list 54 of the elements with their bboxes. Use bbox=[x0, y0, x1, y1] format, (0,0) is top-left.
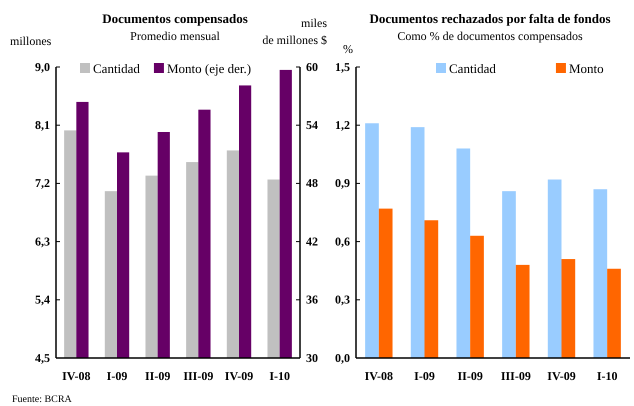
x-tick-label: I-09 bbox=[414, 369, 435, 384]
source-note: Fuente: BCRA bbox=[12, 394, 73, 405]
legend-label: Cantidad bbox=[93, 61, 140, 76]
bar bbox=[593, 189, 608, 358]
x-tick-label: I-09 bbox=[106, 369, 128, 384]
x-tick-label: II-09 bbox=[457, 369, 483, 384]
bar bbox=[548, 180, 562, 358]
bar bbox=[470, 236, 484, 358]
bar bbox=[516, 264, 530, 358]
bar bbox=[378, 208, 393, 358]
legend-label: Cantidad bbox=[449, 61, 496, 76]
y-axis-title: millones bbox=[10, 34, 52, 48]
y-tick-label: 1,5 bbox=[335, 60, 350, 74]
y-tick-label: 0,9 bbox=[335, 176, 350, 190]
y-axis-title: % bbox=[343, 42, 353, 56]
y-tick-label: 9,0 bbox=[35, 60, 50, 74]
chart-title: Documentos rechazados por falta de fondos bbox=[369, 11, 611, 26]
x-tick-label: II-09 bbox=[144, 369, 170, 384]
x-tick-label: I-10 bbox=[596, 369, 618, 384]
legend-label: Monto (eje der.) bbox=[166, 61, 252, 76]
y-tick-label: 0,6 bbox=[335, 234, 350, 248]
x-tick-label: IV-09 bbox=[224, 369, 254, 384]
bar bbox=[365, 123, 379, 358]
y2-tick-label: 48 bbox=[306, 176, 318, 190]
chart-subtitle: Promedio mensual bbox=[130, 29, 220, 43]
bar bbox=[456, 148, 470, 358]
y-tick-label: 1,2 bbox=[335, 118, 350, 132]
chart-title: Documentos compensados bbox=[102, 11, 248, 26]
y2-tick-label: 42 bbox=[306, 234, 318, 248]
y-tick-label: 4,5 bbox=[35, 350, 50, 365]
y2-tick-label: 60 bbox=[306, 60, 318, 74]
y2-tick-label: 36 bbox=[306, 292, 318, 307]
y-tick-label: 6,3 bbox=[35, 234, 50, 248]
bar bbox=[562, 259, 576, 358]
y2-tick-label: 54 bbox=[306, 118, 318, 132]
bar bbox=[607, 268, 621, 358]
x-tick-label: IV-08 bbox=[62, 369, 91, 384]
y2-tick-label: 30 bbox=[306, 350, 318, 365]
x-tick-label: IV-09 bbox=[547, 369, 576, 384]
bar bbox=[410, 127, 424, 358]
y-tick-label: 0,3 bbox=[335, 292, 350, 307]
y-tick-label: 8,1 bbox=[35, 118, 50, 132]
x-tick-label: I-10 bbox=[269, 369, 290, 384]
bar bbox=[424, 220, 438, 358]
x-tick-label: III-09 bbox=[500, 369, 531, 384]
legend-label: Monto bbox=[568, 61, 604, 76]
y-tick-label: 0,0 bbox=[335, 350, 350, 365]
chart-subtitle: Como % de documentos compensados bbox=[397, 29, 583, 43]
x-tick-label: IV-08 bbox=[364, 369, 394, 384]
y-tick-label: 7,2 bbox=[35, 176, 50, 190]
bar bbox=[502, 191, 516, 358]
y-tick-label: 5,4 bbox=[35, 292, 50, 307]
y2-axis-title: miles de millones $ bbox=[262, 16, 328, 47]
x-tick-label: III-09 bbox=[183, 369, 214, 384]
